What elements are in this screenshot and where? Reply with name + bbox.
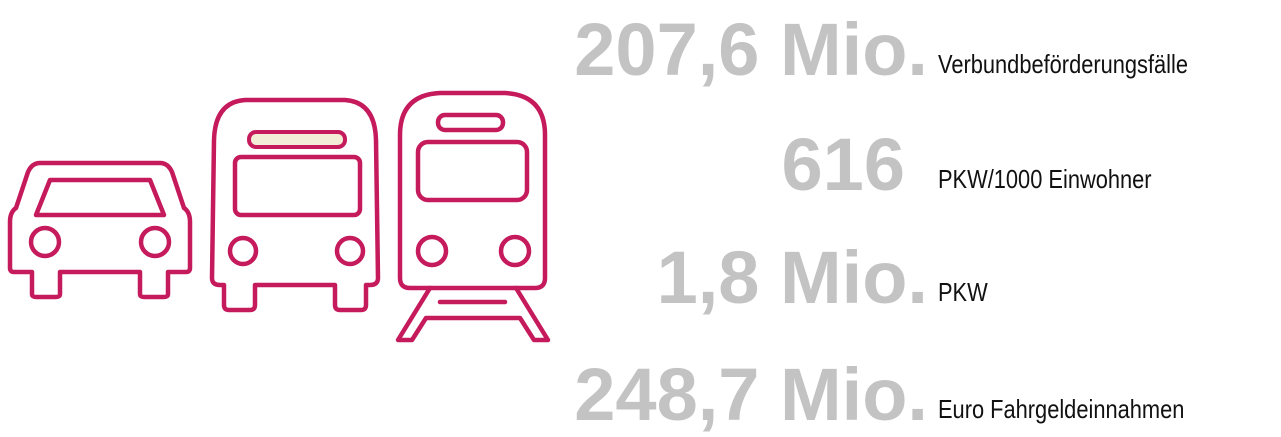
stat-value: 248,7 Mio.	[574, 353, 928, 436]
stat-value: 207,6 Mio.	[574, 8, 928, 91]
stat-label: PKW/1000 Einwohner	[938, 165, 1152, 194]
stat-label: PKW	[938, 278, 988, 307]
stat-label: Verbundbeförderungsfälle	[938, 50, 1188, 79]
stat-value: 1,8 Mio.	[657, 236, 928, 319]
train-icon	[395, 90, 551, 343]
stat-value: 616	[782, 123, 905, 206]
stat-label: Euro Fahrgeldeinnahmen	[938, 395, 1184, 424]
car-icon	[7, 160, 193, 300]
bus-icon	[209, 97, 381, 313]
